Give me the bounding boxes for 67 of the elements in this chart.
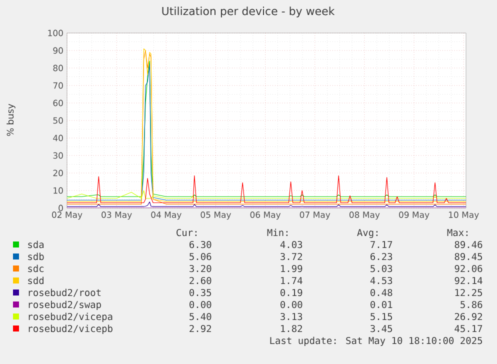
text: 1.99 [281,264,302,272]
legend-label: sdb [28,252,44,260]
text: 5.40 [190,312,212,320]
text: 1.82 [281,324,302,332]
legend-label: rosebud2/root [28,288,101,297]
y-tick-label: 100 [48,30,63,36]
text: 3.20 [190,264,212,272]
y-tick-label: 10 [54,187,63,194]
text: 12.25 [455,288,482,296]
text: 4.03 [280,240,302,248]
text: 3.13 [280,312,302,320]
text: 5.86 [460,300,482,308]
text: 7.17 [370,241,392,248]
text: 5.06 [190,252,212,260]
text: Cur: [176,228,197,236]
text: 2.60 [190,276,212,284]
text: 0.01 [370,300,392,308]
x-tick-label: 07 May [300,212,330,220]
text: 0.48 [370,288,392,296]
text: 26.92 [454,312,482,320]
x-tick-label: 05 May [200,212,232,220]
legend-label: sdd [28,276,44,284]
y-tick-label: 70 [53,82,63,89]
text: 5.03 [370,264,392,272]
text: 6.30 [190,240,212,248]
y-tick-label: 80 [53,64,63,72]
y-tick-label: 60 [53,100,63,106]
x-tick-label: 10 May [448,212,479,220]
text: 45.17 [454,325,482,332]
x-tick-label: 03 May [102,212,132,220]
text: 1.74 [281,277,302,284]
text: Max: [447,229,468,236]
legend-label: rosebud2/swap [28,300,101,310]
text: 3.45 [370,324,392,332]
text: 89.45 [454,252,482,260]
y-axis-title: % busy [6,104,16,136]
y-tick-label: 0 [58,204,63,212]
text: 89.46 [454,240,482,248]
text: Last update: Sat May 10 18:10:00 2025 [270,336,482,346]
text: Min: [267,228,288,236]
text: 0.35 [190,288,212,296]
text: 92.14 [454,276,482,284]
y-tick-label: 90 [53,47,63,54]
x-tick-label: 02 May [52,212,82,220]
x-tick-label: 08 May [349,212,380,220]
text: 4.53 [370,276,392,284]
text: 0.00 [280,300,302,308]
y-tick-label: 40 [53,134,63,142]
text: 92.06 [454,264,482,272]
legend-label: sda [28,240,44,248]
text: 6.23 [370,252,392,260]
text: Avg: [357,229,378,238]
text: 3.72 [280,252,302,260]
x-tick-label: 06 May [250,212,281,220]
text: 2.92 [190,324,211,332]
legend-label: sdc [28,264,44,272]
text: 0.19 [280,288,302,296]
legend-label: rosebud2/vicepa [28,312,112,322]
chart-title: Utilization per device - by week [162,6,335,18]
legend-label: rosebud2/vicepb [28,324,112,334]
y-tick-label: 50 [53,117,63,124]
text: 5.15 [370,313,392,320]
y-tick-label: 20 [53,170,63,176]
text: 0.00 [190,300,212,308]
x-tick-label: 04 May [151,212,182,220]
y-tick-label: 30 [53,152,63,159]
x-tick-label: 09 May [399,212,430,220]
